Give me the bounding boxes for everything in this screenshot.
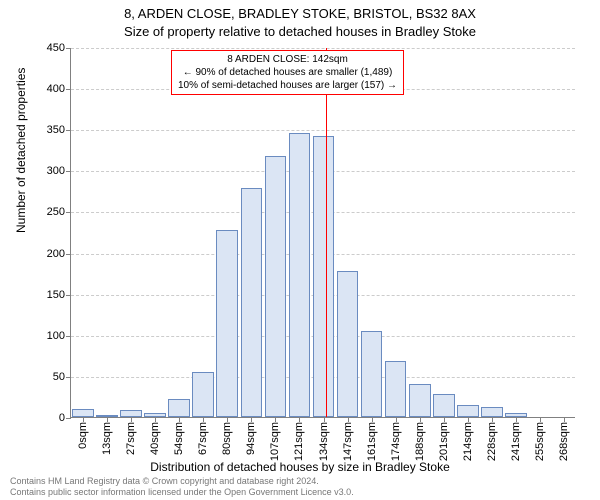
annotation-box: 8 ARDEN CLOSE: 142sqm← 90% of detached h… xyxy=(171,50,404,95)
xtick-label: 67sqm xyxy=(197,422,209,455)
xtick-label: 40sqm xyxy=(149,422,161,455)
ytick-mark xyxy=(66,254,71,255)
xtick-label: 94sqm xyxy=(245,422,257,455)
x-axis-label: Distribution of detached houses by size … xyxy=(0,460,600,474)
histogram-bar xyxy=(337,271,359,417)
annotation-line3: 10% of semi-detached houses are larger (… xyxy=(178,79,397,92)
ytick-label: 100 xyxy=(47,330,65,342)
ytick-label: 150 xyxy=(47,289,65,301)
xtick-label: 107sqm xyxy=(269,422,281,461)
xtick-label: 80sqm xyxy=(221,422,233,455)
ytick-mark xyxy=(66,295,71,296)
xtick-label: 147sqm xyxy=(342,422,354,461)
histogram-bar xyxy=(72,409,94,417)
ytick-mark xyxy=(66,212,71,213)
xtick-label: 188sqm xyxy=(414,422,426,461)
y-axis-label: Number of detached properties xyxy=(14,68,28,233)
ytick-label: 200 xyxy=(47,248,65,260)
xtick-label: 228sqm xyxy=(486,422,498,461)
histogram-bar xyxy=(385,361,407,417)
ytick-mark xyxy=(66,89,71,90)
histogram-bar xyxy=(216,230,238,417)
ytick-label: 450 xyxy=(47,42,65,54)
histogram-bar xyxy=(481,407,503,417)
chart-footnote: Contains HM Land Registry data © Crown c… xyxy=(10,476,354,498)
histogram-bar xyxy=(289,133,311,417)
xtick-label: 27sqm xyxy=(125,422,137,455)
ytick-label: 50 xyxy=(53,371,65,383)
histogram-bar xyxy=(241,188,263,417)
xtick-label: 121sqm xyxy=(293,422,305,461)
property-marker-line xyxy=(326,48,327,417)
xtick-label: 174sqm xyxy=(390,422,402,461)
xtick-label: 54sqm xyxy=(173,422,185,455)
xtick-label: 255sqm xyxy=(534,422,546,461)
xtick-label: 0sqm xyxy=(77,422,89,449)
histogram-bar xyxy=(361,331,383,417)
footnote-line2: Contains public sector information licen… xyxy=(10,487,354,498)
xtick-label: 214sqm xyxy=(462,422,474,461)
ytick-mark xyxy=(66,377,71,378)
ytick-mark xyxy=(66,130,71,131)
ytick-label: 0 xyxy=(59,412,65,424)
histogram-bar xyxy=(168,399,190,417)
ytick-label: 300 xyxy=(47,165,65,177)
ytick-mark xyxy=(66,418,71,419)
histogram-bar xyxy=(313,136,335,417)
footnote-line1: Contains HM Land Registry data © Crown c… xyxy=(10,476,354,487)
ytick-label: 400 xyxy=(47,83,65,95)
xtick-label: 13sqm xyxy=(101,422,113,455)
xtick-label: 241sqm xyxy=(510,422,522,461)
xtick-label: 201sqm xyxy=(438,422,450,461)
chart-title-line1: 8, ARDEN CLOSE, BRADLEY STOKE, BRISTOL, … xyxy=(0,6,600,21)
histogram-bar xyxy=(409,384,431,417)
annotation-line2: ← 90% of detached houses are smaller (1,… xyxy=(178,66,397,79)
ytick-mark xyxy=(66,48,71,49)
ytick-label: 350 xyxy=(47,124,65,136)
histogram-bar xyxy=(457,405,479,417)
chart-title-line2: Size of property relative to detached ho… xyxy=(0,24,600,39)
ytick-mark xyxy=(66,171,71,172)
xtick-label: 134sqm xyxy=(318,422,330,461)
annotation-line1: 8 ARDEN CLOSE: 142sqm xyxy=(178,53,397,66)
chart-plot-area: 0501001502002503003504004500sqm13sqm27sq… xyxy=(70,48,575,418)
grid-line xyxy=(71,130,575,131)
grid-line xyxy=(71,48,575,49)
ytick-label: 250 xyxy=(47,206,65,218)
histogram-bar xyxy=(433,394,455,417)
xtick-label: 161sqm xyxy=(366,422,378,461)
ytick-mark xyxy=(66,336,71,337)
xtick-label: 268sqm xyxy=(558,422,570,461)
histogram-bar xyxy=(192,372,214,417)
histogram-bar xyxy=(265,156,287,417)
